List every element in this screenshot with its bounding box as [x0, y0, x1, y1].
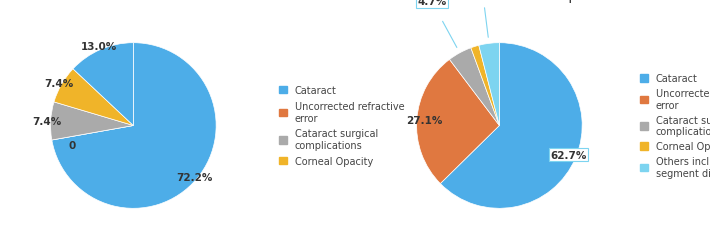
Text: 27.1%: 27.1%: [406, 115, 443, 125]
Title: Causes of visual impairment: Causes of visual impairment: [434, 0, 631, 3]
Wedge shape: [479, 44, 499, 126]
Wedge shape: [50, 103, 133, 140]
Wedge shape: [471, 46, 499, 126]
Text: 0: 0: [69, 141, 76, 151]
Text: 62.7%: 62.7%: [550, 150, 586, 160]
Text: 13.0%: 13.0%: [81, 42, 117, 52]
Text: 4.7%: 4.7%: [417, 0, 447, 7]
Text: 7.4%: 7.4%: [44, 78, 73, 88]
Text: 72.2%: 72.2%: [176, 172, 212, 182]
Wedge shape: [449, 49, 499, 126]
Wedge shape: [440, 44, 582, 208]
Title: Causes of blindness: Causes of blindness: [109, 0, 246, 3]
Text: 7.4%: 7.4%: [33, 116, 62, 126]
Wedge shape: [54, 70, 133, 126]
Wedge shape: [417, 60, 499, 184]
Wedge shape: [52, 126, 133, 140]
Legend: Cataract, Uncorrected refractive
error, Cataract surgical
complications, Corneal: Cataract, Uncorrected refractive error, …: [275, 82, 408, 170]
Legend: Cataract, Uncorrected refractive
error, Cataract surgical
complications, Corneal: Cataract, Uncorrected refractive error, …: [636, 70, 710, 182]
Wedge shape: [52, 44, 216, 208]
Wedge shape: [73, 44, 133, 126]
